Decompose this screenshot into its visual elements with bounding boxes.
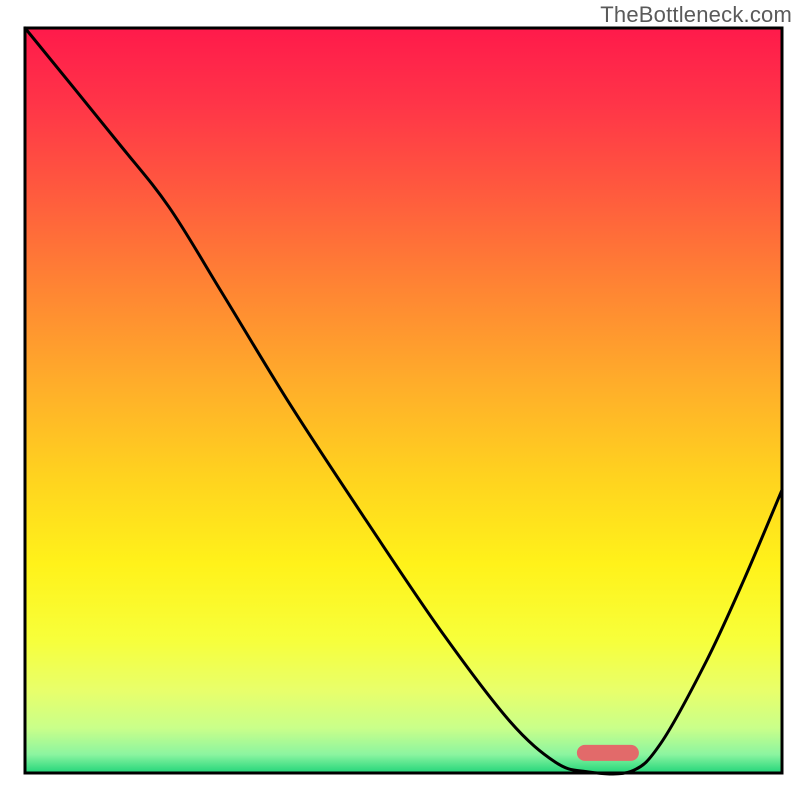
- plot-background: [25, 28, 782, 773]
- optimum-marker: [577, 745, 639, 761]
- chart-container: { "watermark": "TheBottleneck.com", "cha…: [0, 0, 800, 800]
- bottleneck-chart: [0, 0, 800, 800]
- watermark-text: TheBottleneck.com: [600, 2, 792, 28]
